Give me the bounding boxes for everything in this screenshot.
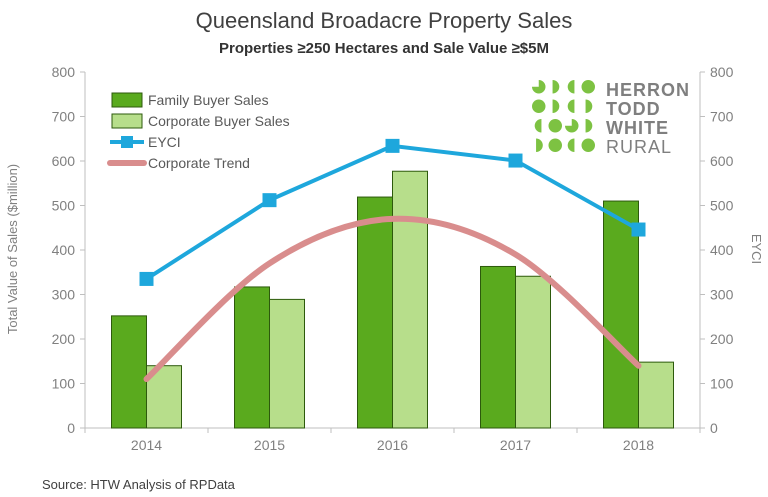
x-tick-label: 2016	[377, 437, 408, 453]
eyci-marker-2015	[262, 193, 277, 208]
y2-tick-label: 800	[710, 64, 734, 80]
y2-tick-label: 400	[710, 242, 734, 258]
legend-swatch	[111, 92, 143, 108]
logo-mark	[567, 99, 575, 113]
legend-label: Corporate Trend	[148, 155, 250, 171]
logo-mark	[585, 119, 593, 133]
legend-label: Corporate Buyer Sales	[148, 113, 290, 129]
logo-text-line: HERRON	[606, 80, 690, 100]
y2-tick-label: 600	[710, 153, 734, 169]
y-tick-label: 400	[52, 242, 76, 258]
logo-text-line: TODD	[606, 99, 661, 119]
chart-title: Queensland Broadacre Property Sales	[196, 8, 573, 33]
bar-corporate-buyer-sales-2018	[638, 361, 674, 429]
y2-tick-label: 100	[710, 376, 734, 392]
y2-tick-label: 0	[710, 420, 718, 436]
y-tick-label: 800	[52, 64, 76, 80]
bar-corporate-buyer-sales-2015	[269, 298, 305, 429]
logo-mark	[552, 99, 560, 113]
x-tick-label: 2018	[623, 437, 654, 453]
logo-mark	[567, 138, 575, 152]
y-tick-label: 200	[52, 331, 76, 347]
y-axis-label: Total Value of Sales ($million)	[5, 164, 20, 334]
logo-mark	[581, 80, 595, 94]
bar-family-buyer-sales-2014	[111, 315, 147, 429]
logo-mark	[548, 119, 562, 133]
logo-mark	[565, 119, 579, 133]
logo-text-line: WHITE	[606, 118, 669, 138]
y2-axis-label: EYCI	[749, 234, 764, 264]
logo-mark	[581, 138, 595, 152]
legend-marker	[121, 136, 133, 148]
legend-item: Family Buyer Sales	[111, 92, 269, 108]
legend-label: Family Buyer Sales	[148, 92, 269, 108]
bar-family-buyer-sales-2017	[480, 265, 516, 429]
y-tick-label: 500	[52, 198, 76, 214]
legend-label: EYCI	[148, 134, 181, 150]
y2-tick-label: 700	[710, 109, 734, 125]
bar-family-buyer-sales-2018	[603, 200, 639, 429]
y-tick-label: 300	[52, 287, 76, 303]
y2-tick-label: 500	[710, 198, 734, 214]
y2-tick-label: 200	[710, 331, 734, 347]
eyci-marker-2017	[508, 153, 523, 168]
bar-corporate-buyer-sales-2017	[515, 275, 551, 429]
logo-mark	[532, 99, 546, 113]
logo-mark	[585, 99, 593, 113]
legend-item: Corporate Buyer Sales	[111, 113, 290, 129]
source-note: Source: HTW Analysis of RPData	[42, 477, 236, 492]
logo-mark	[552, 80, 560, 94]
legend-item: EYCI	[110, 134, 181, 150]
chart-subtitle: Properties ≥250 Hectares and Sale Value …	[219, 40, 549, 57]
logo-mark	[532, 80, 546, 94]
bar-family-buyer-sales-2016	[357, 196, 393, 429]
y-tick-label: 700	[52, 109, 76, 125]
logo-mark	[567, 80, 575, 94]
y2-tick-label: 300	[710, 287, 734, 303]
eyci-marker-2016	[385, 138, 400, 153]
eyci-marker-2014	[139, 271, 154, 286]
y-tick-label: 100	[52, 376, 76, 392]
legend-swatch	[111, 113, 143, 129]
logo-mark	[536, 138, 543, 152]
y-tick-label: 600	[52, 153, 76, 169]
logo-mark	[548, 138, 562, 152]
corporate-trend-line	[143, 215, 642, 383]
x-tick-label: 2017	[500, 437, 531, 453]
legend-item: Corporate Trend	[107, 155, 250, 171]
logo-text-line: RURAL	[606, 137, 672, 157]
x-tick-label: 2014	[131, 437, 162, 453]
bar-corporate-buyer-sales-2016	[392, 170, 428, 429]
logo-mark	[534, 119, 542, 133]
y-tick-label: 0	[67, 420, 75, 436]
bar-family-buyer-sales-2015	[234, 286, 270, 429]
plot-area: 0 100 200 300 400 500 600 700 800 0 100 200 300 400 50…	[52, 64, 734, 453]
eyci-marker-2018	[631, 222, 646, 237]
x-tick-label: 2015	[254, 437, 285, 453]
